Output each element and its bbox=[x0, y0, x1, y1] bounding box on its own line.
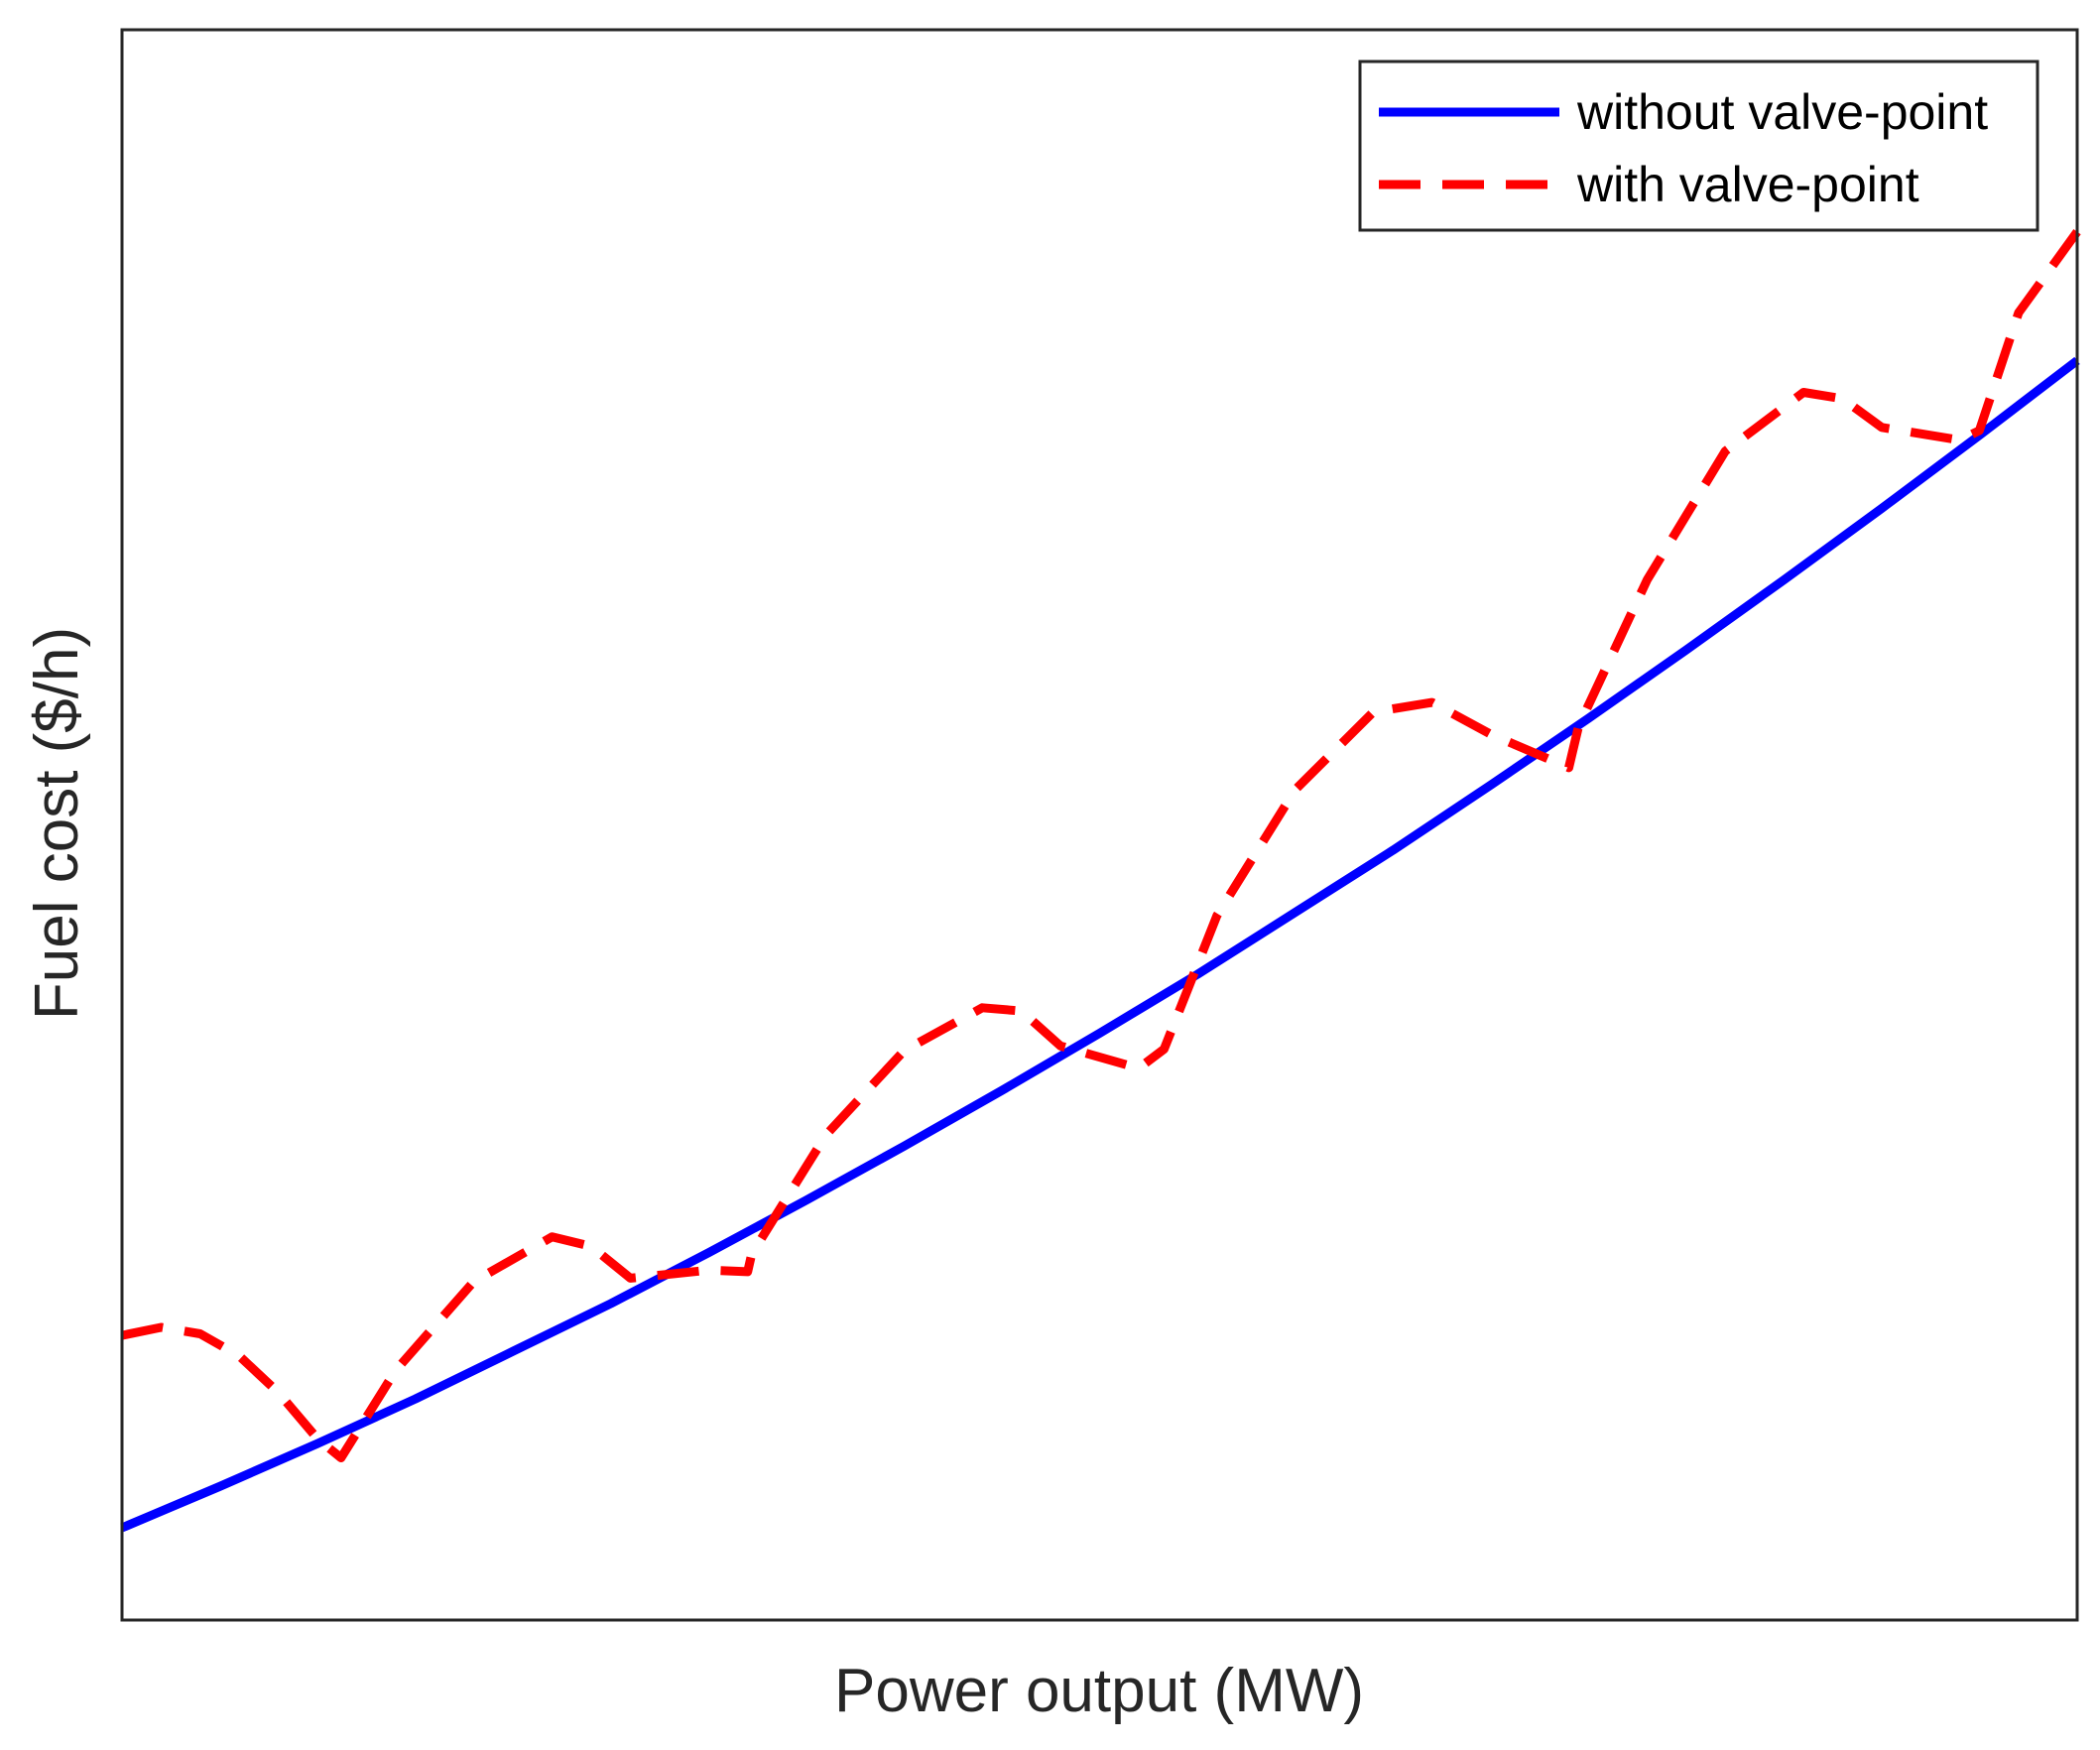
series-line-with-valve-point bbox=[121, 228, 2081, 1462]
x-axis-label: Power output (MW) bbox=[834, 1657, 1364, 1725]
legend-box bbox=[1358, 60, 2039, 232]
series-line-without-valve-point bbox=[120, 356, 2080, 1533]
axes-box bbox=[120, 28, 2079, 1622]
legend-label-without-valve-point: without valve-point bbox=[1576, 84, 1988, 140]
legend-label-with-valve-point: with valve-point bbox=[1576, 157, 1919, 212]
legend: without valve-point with valve-point bbox=[1358, 60, 2039, 232]
plot-area bbox=[122, 30, 2077, 1620]
y-axis-label: Fuel cost ($/h) bbox=[23, 627, 91, 1020]
series-layer bbox=[120, 228, 2081, 1533]
